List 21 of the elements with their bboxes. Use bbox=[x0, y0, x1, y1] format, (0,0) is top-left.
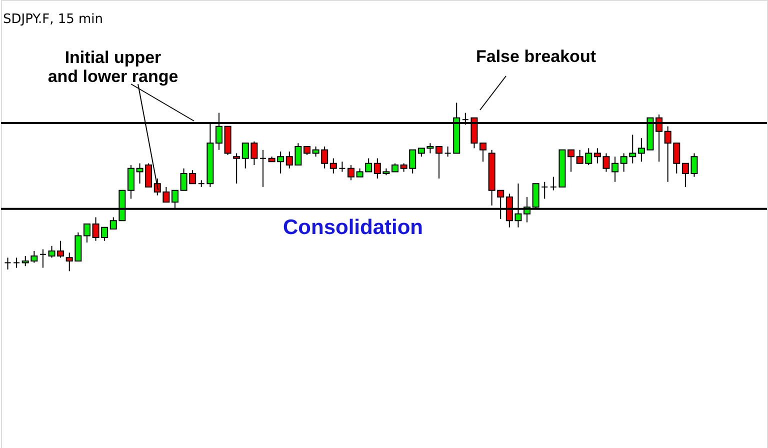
candlestick bbox=[436, 146, 443, 180]
candlestick bbox=[39, 248, 46, 268]
candlestick bbox=[444, 146, 452, 158]
candlestick bbox=[4, 257, 12, 270]
candlestick bbox=[338, 161, 346, 172]
annotation: Consolidation bbox=[283, 216, 423, 239]
text: Initial upper and lower range bbox=[48, 48, 178, 86]
text: False breakout bbox=[476, 47, 596, 66]
candlestick bbox=[330, 158, 337, 174]
candlestick bbox=[83, 224, 90, 244]
candlestick bbox=[233, 152, 240, 184]
candlestick bbox=[259, 149, 266, 188]
candlestick bbox=[13, 257, 20, 268]
candlestick bbox=[127, 164, 134, 200]
candlestick bbox=[480, 142, 487, 162]
candlestick bbox=[568, 149, 575, 172]
candlestick bbox=[550, 176, 557, 191]
candlestick bbox=[347, 164, 354, 181]
candlestick bbox=[612, 156, 619, 182]
chart-title: SDJPY.F, 15 min bbox=[3, 12, 104, 27]
candlestick bbox=[541, 181, 548, 200]
